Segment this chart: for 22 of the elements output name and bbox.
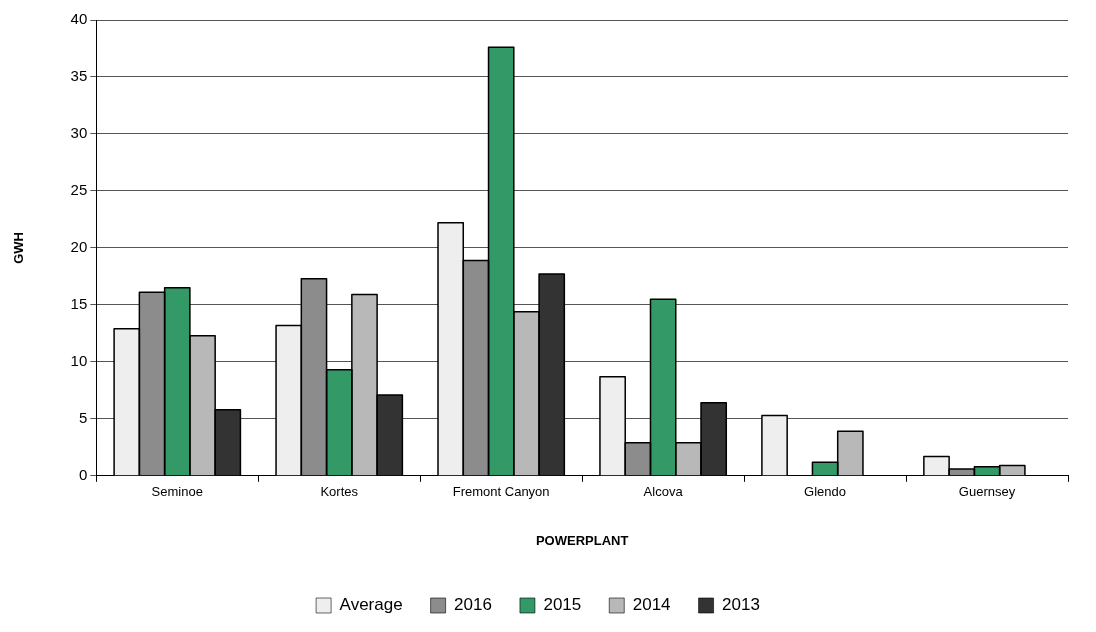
legend-label: Average (339, 595, 403, 615)
y-tick-label: 20 (70, 238, 88, 256)
x-tick-label: Kortes (320, 484, 359, 500)
y-tick-label: 15 (70, 295, 88, 313)
y-tick-label: 25 (70, 181, 88, 199)
legend-label: 2015 (543, 595, 582, 615)
y-tick-label: 35 (70, 67, 88, 85)
y-tick-label: 5 (78, 408, 88, 426)
x-tick-label: Guernsey (958, 484, 1016, 500)
legend-label: 2013 (722, 595, 760, 615)
x-axis-title: POWERPLANT (535, 532, 629, 548)
x-tick-label: Seminoe (151, 484, 203, 500)
x-tick-label: Alcova (643, 484, 684, 500)
y-tick-label: 10 (70, 351, 88, 369)
x-tick-label: Glendo (804, 484, 847, 500)
y-tick-label: 0 (78, 465, 88, 483)
x-tick-label: Fremont Canyon (452, 484, 550, 500)
legend-label: 2014 (632, 595, 671, 615)
y-tick-label: 40 (70, 10, 88, 28)
legend-label: 2016 (454, 595, 492, 615)
y-tick-label: 30 (70, 124, 88, 142)
y-axis-title: GWH (11, 232, 27, 264)
